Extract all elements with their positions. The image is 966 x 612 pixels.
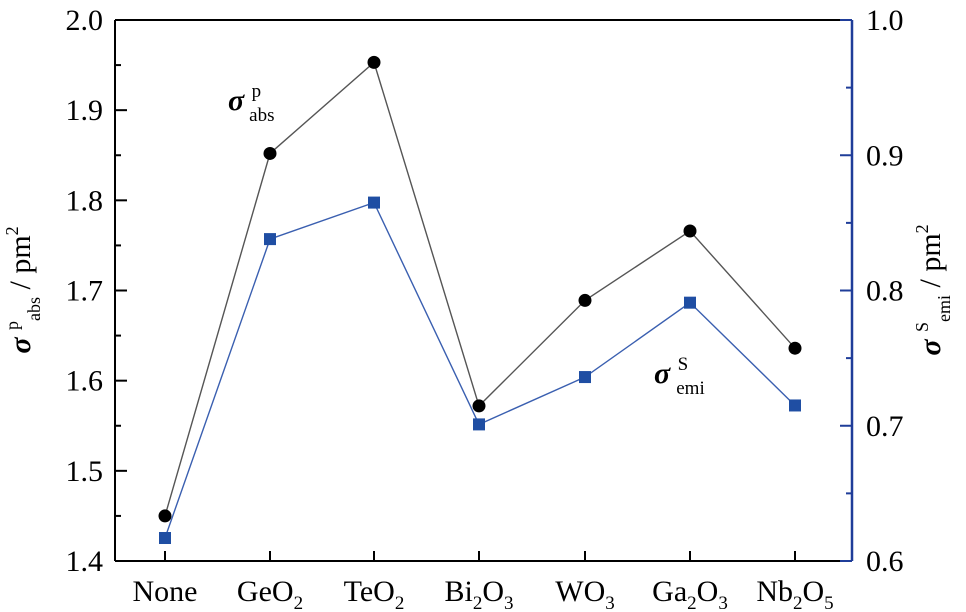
marker-emi-Nb2O5 xyxy=(789,399,801,412)
marker-emi-Bi2O3 xyxy=(473,418,485,431)
marker-abs-WO3 xyxy=(578,293,592,307)
left-tick-label: 1.6 xyxy=(66,365,104,398)
left-tick-label: 1.4 xyxy=(66,545,104,578)
right-tick-label: 1.0 xyxy=(866,4,904,37)
left-tick-label: 1.8 xyxy=(66,184,104,217)
x-tick-label: Nb2O5 xyxy=(756,575,833,612)
axes: 1.4 1.5 1.6 1.7 1.8 1.9 2.0 0.6 0.7 0.8 0.9 1.0 None… xyxy=(66,4,904,612)
marker-emi-TeO2 xyxy=(368,196,380,209)
series-lines xyxy=(164,61,796,539)
x-tick-label: None xyxy=(133,575,198,608)
marker-emi-Ga2O3 xyxy=(684,296,696,309)
x-tick-label: GeO2 xyxy=(237,575,303,612)
marker-abs-Nb2O5 xyxy=(788,341,802,355)
series-line-1 xyxy=(164,201,796,539)
series-line-0 xyxy=(164,61,796,517)
left-tick-label: 1.7 xyxy=(66,275,104,308)
x-tick-label: TeO2 xyxy=(344,575,405,612)
marker-abs-None xyxy=(158,509,172,523)
left-tick-label: 1.5 xyxy=(66,455,104,488)
x-tick-label: Ga2O3 xyxy=(652,575,728,612)
x-tick-label: WO3 xyxy=(555,575,614,612)
marker-abs-Ga2O3 xyxy=(683,224,697,238)
x-tick-label: Bi2O3 xyxy=(444,575,513,612)
left-axis-title-text: σ pabs / pm2 xyxy=(2,226,44,353)
marker-abs-GeO2 xyxy=(263,146,277,160)
left-tick-label: 1.9 xyxy=(66,94,104,127)
marker-abs-Bi2O3 xyxy=(472,399,486,413)
right-tick-label: 0.9 xyxy=(866,139,904,172)
marker-emi-WO3 xyxy=(579,371,591,384)
right-tick-label: 0.8 xyxy=(866,275,904,308)
series-markers xyxy=(158,55,802,545)
right-axis-title-text: σ Semi / pm2 xyxy=(912,224,954,355)
right-tick-label: 0.6 xyxy=(866,545,904,578)
right-axis-title: σ Semi / pm2 xyxy=(912,224,954,355)
right-tick-label: 0.7 xyxy=(866,410,904,443)
marker-emi-None xyxy=(159,532,171,545)
marker-emi-GeO2 xyxy=(264,233,276,246)
left-axis-title: σ pabs / pm2 xyxy=(2,226,44,353)
marker-abs-TeO2 xyxy=(367,55,381,69)
left-tick-label: 2.0 xyxy=(66,4,104,37)
series-annotation-0: σ p abs xyxy=(228,81,275,126)
